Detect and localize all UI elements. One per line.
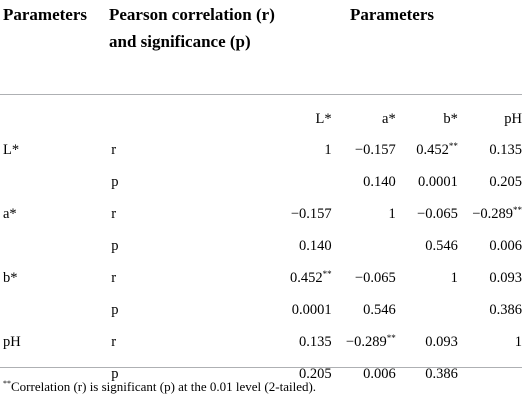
cell-value: 0.205 [299, 365, 332, 382]
cell-value [332, 230, 396, 262]
cell-value: 0.093 [489, 269, 522, 286]
cell-value: 0.135 [489, 141, 522, 158]
cell-value: −0.289** [472, 205, 522, 222]
row-stat: r [111, 269, 117, 286]
footnote-text: Correlation (r) is significant (p) at th… [11, 379, 317, 394]
cell-value: 0.140 [299, 237, 332, 254]
cell-value: 0.386 [489, 301, 522, 318]
cell-value: 1 [388, 205, 396, 222]
cell-value: 0.205 [489, 173, 522, 190]
column-header-b: b* [443, 110, 458, 127]
row-stat: p [111, 173, 119, 190]
row-parameter: pH [3, 333, 21, 350]
cell-value [458, 358, 522, 390]
significance-marker: ** [448, 141, 458, 151]
cell-value: 0.006 [363, 365, 396, 382]
footnote: **Correlation (r) is significant (p) at … [3, 379, 316, 395]
table-row: p 0.0001 0.546 0.386 [0, 294, 522, 326]
bottom-rule [0, 367, 522, 368]
table-row: a* r −0.157 1 −0.065 −0.289** [0, 198, 522, 230]
table-row: p 0.205 0.006 0.386 [0, 358, 522, 390]
cell-value: 0.386 [425, 365, 458, 382]
table-row: p 0.140 0.546 0.006 [0, 230, 522, 262]
column-header-pH: pH [504, 110, 522, 127]
cell-value: 1 [324, 141, 332, 158]
row-parameter: b* [3, 269, 18, 286]
cell-value: −0.157 [290, 205, 332, 222]
cell-value: −0.065 [417, 205, 458, 222]
row-parameter: a* [3, 205, 17, 222]
cell-value: −0.065 [354, 269, 396, 286]
significance-marker: ** [513, 205, 522, 215]
column-header-a: a* [382, 110, 396, 127]
cell-value: 0.546 [363, 301, 396, 318]
cell-value: 0.006 [489, 237, 522, 254]
cell-value: 0.546 [425, 237, 458, 254]
cell-value [217, 166, 331, 198]
row-stat: p [111, 365, 119, 382]
footnote-marker: ** [3, 379, 11, 388]
column-header-L: L* [315, 110, 332, 127]
cell-value: 0.452** [416, 141, 458, 158]
cell-value: 0.140 [363, 173, 396, 190]
cell-value: 0.135 [299, 333, 332, 350]
table-row: pH r 0.135 −0.289** 0.093 1 [0, 326, 522, 358]
row-stat: r [111, 205, 117, 222]
row-stat: r [111, 141, 117, 158]
row-parameter [0, 230, 109, 262]
row-parameter [0, 294, 109, 326]
table-row: L* r 1 −0.157 0.452** 0.135 [0, 134, 522, 166]
row-parameter: L* [3, 141, 20, 158]
significance-marker: ** [386, 333, 396, 343]
row-stat: p [111, 237, 119, 254]
row-parameter [0, 166, 109, 198]
blank-cell [0, 104, 109, 134]
header-pearson-correlation: Pearson correlation (r) and significance… [109, 5, 275, 51]
cell-value: −0.157 [354, 141, 396, 158]
table-row: p 0.140 0.0001 0.205 [0, 166, 522, 198]
cell-value: −0.289** [345, 333, 396, 350]
column-header-row: L* a* b* pH [0, 104, 522, 134]
blank-cell [109, 104, 217, 134]
header-parameters: Parameters [3, 5, 88, 24]
table-row: b* r 0.452** −0.065 1 0.093 [0, 262, 522, 294]
cell-value [396, 294, 458, 326]
cell-value: 0.0001 [417, 173, 458, 190]
correlation-table: L* a* b* pH L* r 1 −0.157 0.452** 0.135 … [0, 104, 522, 390]
cell-value: 0.093 [425, 333, 458, 350]
cell-value: 1 [450, 269, 458, 286]
row-stat: p [111, 301, 119, 318]
significance-marker: ** [322, 269, 332, 279]
cell-value: 0.452** [290, 269, 332, 286]
row-stat: r [111, 333, 117, 350]
cell-value: 1 [514, 333, 522, 350]
header-parameters-group: Parameters [350, 5, 435, 24]
cell-value: 0.0001 [291, 301, 332, 318]
top-rule [0, 94, 522, 95]
